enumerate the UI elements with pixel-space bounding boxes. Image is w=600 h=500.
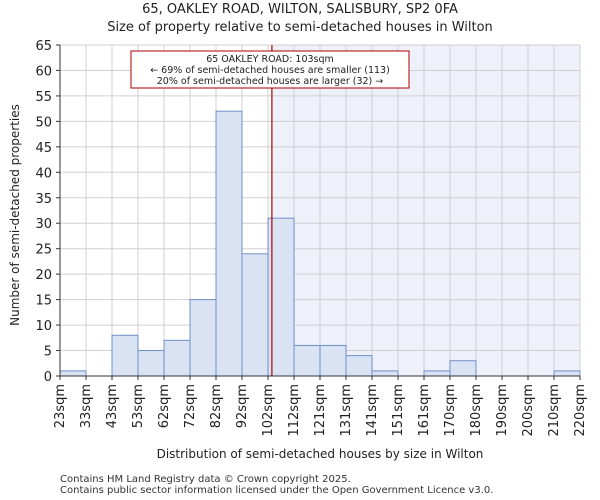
annotation-line-1: 65 OAKLEY ROAD: 103sqm [206,54,334,65]
y-tick-label: 5 [44,345,52,360]
x-tick-label: 220sqm [573,384,588,437]
x-tick-label: 82sqm [209,384,224,428]
x-tick-label: 43sqm [105,384,120,428]
annotation-box [130,50,410,89]
histogram-bar [137,350,165,377]
x-tick-label: 200sqm [521,384,536,437]
x-tick-label: 141sqm [365,384,380,437]
histogram-bar [111,334,139,377]
y-tick-label: 40 [35,166,52,181]
footer-line-2: Contains public sector information licen… [60,485,494,496]
annotation-line-3: 20% of semi-detached houses are larger (… [157,76,384,87]
histogram-bar [59,370,87,377]
footer-line-1: Contains HM Land Registry data © Crown c… [60,474,351,485]
y-tick-label: 0 [44,370,52,385]
y-tick-label: 35 [35,192,52,207]
chart-title: 65, OAKLEY ROAD, WILTON, SALISBURY, SP2 … [142,2,458,17]
y-tick-label: 50 [35,115,52,130]
x-tick-label: 92sqm [235,384,250,428]
y-tick-label: 65 [35,39,52,54]
histogram-bar [189,299,217,377]
x-tick-label: 170sqm [443,384,458,437]
x-tick-label: 23sqm [53,384,68,428]
y-tick-label: 45 [35,141,52,156]
y-tick-label: 60 [35,64,52,79]
x-tick-label: 33sqm [79,384,94,428]
x-tick-label: 72sqm [183,384,198,428]
x-tick-label: 180sqm [469,384,484,437]
x-tick-label: 62sqm [157,384,172,428]
y-axis-label: Number of semi-detached properties [8,104,22,326]
histogram-bar [423,370,451,377]
y-tick-label: 25 [35,243,52,258]
y-tick-label: 30 [35,217,52,232]
histogram-bar [163,339,191,377]
x-tick-label: 190sqm [495,384,510,437]
annotation-line-2: ← 69% of semi-detached houses are smalle… [150,65,390,76]
histogram-bar [345,355,373,377]
histogram-bar [449,360,477,377]
histogram-bar [319,344,347,377]
x-tick-label: 53sqm [131,384,146,428]
x-tick-label: 102sqm [261,384,276,437]
histogram-bar [241,253,269,377]
larger-region-shade [271,45,580,376]
y-tick-label: 10 [35,319,52,334]
y-tick-label: 15 [35,294,52,309]
y-tick-label: 20 [35,268,52,283]
x-tick-label: 121sqm [313,384,328,437]
chart-subtitle: Size of property relative to semi-detach… [107,20,493,35]
histogram-bar [215,110,243,377]
x-tick-label: 151sqm [391,384,406,437]
x-tick-label: 131sqm [339,384,354,437]
x-axis-label: Distribution of semi-detached houses by … [157,447,484,461]
x-tick-label: 161sqm [417,384,432,437]
histogram-bar [293,344,321,377]
y-tick-label: 55 [35,90,52,105]
x-tick-label: 112sqm [287,384,302,437]
histogram-bar [553,370,581,377]
histogram-bar [371,370,399,377]
x-tick-label: 210sqm [547,384,562,437]
